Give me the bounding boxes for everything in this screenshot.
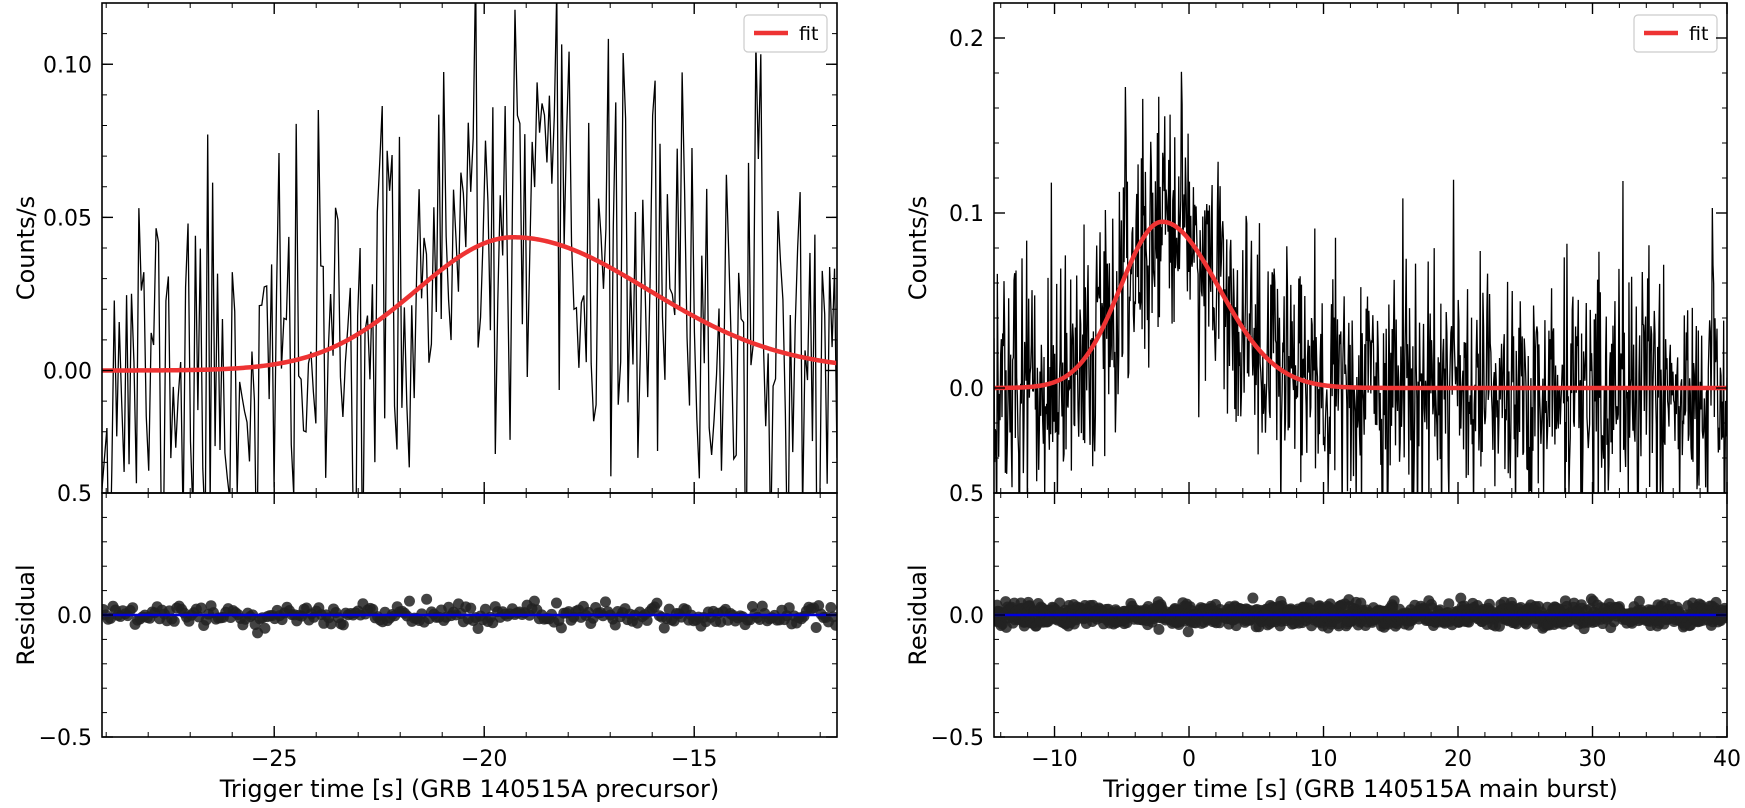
fit-series-line bbox=[994, 219, 1727, 391]
y-tick-label: 0.0 bbox=[949, 604, 984, 629]
y-axis-label: Residual bbox=[904, 564, 932, 665]
residual-point bbox=[1247, 592, 1259, 604]
residual-point bbox=[465, 602, 477, 614]
x-tick-label: 20 bbox=[1444, 747, 1472, 772]
residual-point bbox=[599, 596, 611, 608]
legend-label-fit: fit bbox=[799, 23, 818, 45]
y-tick-label: 0.0 bbox=[949, 377, 984, 402]
x-axis-label: Trigger time [s] (GRB 140515A precursor) bbox=[219, 775, 720, 803]
x-tick-label: −20 bbox=[461, 747, 507, 772]
x-tick-label: 10 bbox=[1310, 747, 1338, 772]
x-tick-label: 0 bbox=[1182, 747, 1196, 772]
residual-point bbox=[259, 622, 271, 634]
residual-point bbox=[825, 601, 837, 613]
residual-point bbox=[195, 602, 207, 614]
residual-point bbox=[168, 615, 180, 627]
residual-point bbox=[550, 597, 562, 609]
plot-area-3 bbox=[994, 71, 1727, 493]
residual-points bbox=[102, 593, 837, 639]
y-tick-label: 0.05 bbox=[43, 206, 92, 231]
residual-point bbox=[1388, 595, 1400, 607]
panel-boundary-tick-label: 0.5 bbox=[949, 482, 984, 507]
residual-point bbox=[783, 602, 795, 614]
residual-point bbox=[810, 622, 822, 634]
residual-point bbox=[403, 595, 415, 607]
residual-point bbox=[528, 595, 540, 607]
residual-point bbox=[1710, 596, 1722, 608]
plot-area-2 bbox=[102, 593, 837, 639]
residual-point bbox=[472, 623, 484, 635]
y-tick-label: 0.10 bbox=[43, 53, 92, 78]
x-tick-label: −25 bbox=[251, 747, 297, 772]
residual-point bbox=[830, 619, 837, 631]
legend: fit bbox=[1633, 14, 1718, 53]
y-tick-label: −0.5 bbox=[931, 726, 984, 751]
residual-point bbox=[813, 600, 825, 612]
residual-point bbox=[555, 622, 567, 634]
residual-point bbox=[641, 614, 653, 626]
x-tick-label: 40 bbox=[1713, 747, 1741, 772]
plot-area-1 bbox=[102, 3, 837, 493]
residual-point bbox=[651, 597, 663, 609]
x-axis-label: Trigger time [s] (GRB 140515A main burst… bbox=[1102, 775, 1618, 803]
residual-point bbox=[127, 602, 139, 614]
residual-point bbox=[658, 622, 670, 634]
y-axis-label: Counts/s bbox=[12, 196, 40, 300]
residual-point bbox=[1153, 623, 1165, 635]
y-tick-label: 0.2 bbox=[949, 27, 984, 52]
legend: fit bbox=[743, 14, 828, 53]
x-tick-label: 30 bbox=[1579, 747, 1607, 772]
y-tick-label: 0.1 bbox=[949, 202, 984, 227]
y-tick-label: −0.5 bbox=[39, 726, 92, 751]
y-tick-label: 0.0 bbox=[57, 604, 92, 629]
y-axis-label: Counts/s bbox=[904, 196, 932, 300]
residual-point bbox=[1182, 626, 1194, 638]
residual-point bbox=[1443, 598, 1455, 610]
residual-point bbox=[421, 593, 433, 605]
residual-point bbox=[325, 618, 337, 630]
y-axis-label: Residual bbox=[12, 564, 40, 665]
residual-point bbox=[337, 619, 349, 631]
x-tick-label: −15 bbox=[671, 747, 717, 772]
legend-label-fit: fit bbox=[1689, 23, 1708, 45]
x-tick-label: −10 bbox=[1031, 747, 1077, 772]
fit-series-line bbox=[102, 235, 837, 373]
plot-area-4 bbox=[994, 592, 1727, 638]
panel-boundary-tick-label: 0.5 bbox=[57, 482, 92, 507]
residual-point bbox=[609, 619, 621, 631]
counts-series-line bbox=[994, 71, 1727, 493]
residual-point bbox=[1633, 595, 1645, 607]
counts-series-line bbox=[102, 3, 837, 493]
residual-point bbox=[479, 603, 491, 615]
y-tick-label: 0.00 bbox=[43, 360, 92, 385]
